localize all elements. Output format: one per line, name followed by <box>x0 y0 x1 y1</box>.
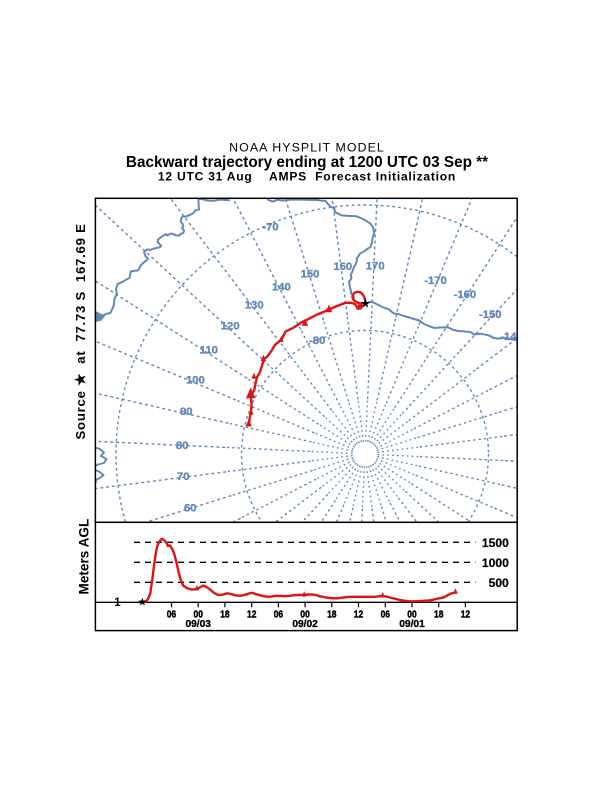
svg-text:-70: -70 <box>262 222 278 234</box>
svg-text:Backward trajectory ending at: Backward trajectory ending at 1200 UTC 0… <box>126 154 488 171</box>
svg-text:140: 140 <box>272 281 291 293</box>
svg-text:09/03: 09/03 <box>185 619 211 630</box>
svg-text:100: 100 <box>186 375 205 387</box>
svg-text:80: 80 <box>176 440 189 452</box>
svg-text:00: 00 <box>300 610 310 621</box>
svg-text:Source ★ at 77.73 S 167.69: Source ★ at 77.73 S 167.69 E <box>72 223 88 439</box>
svg-text:18: 18 <box>220 610 230 621</box>
svg-text:-150: -150 <box>479 309 502 321</box>
svg-text:120: 120 <box>221 321 240 333</box>
svg-text:00: 00 <box>194 610 204 621</box>
svg-text:1000: 1000 <box>482 556 509 570</box>
svg-text:12: 12 <box>354 610 364 621</box>
svg-text:09/01: 09/01 <box>399 619 425 630</box>
svg-text:12: 12 <box>247 610 257 621</box>
svg-text:110: 110 <box>200 345 218 357</box>
svg-text:-80: -80 <box>309 335 325 347</box>
svg-text:170: 170 <box>366 260 385 272</box>
svg-text:06: 06 <box>381 610 391 621</box>
svg-text:1: 1 <box>114 597 121 609</box>
svg-text:NOAA HYSPLIT MODEL: NOAA HYSPLIT MODEL <box>229 141 385 155</box>
svg-text:Meters AGL: Meters AGL <box>77 519 92 595</box>
svg-text:12 UTC 31 Aug AMPS Forecas: 12 UTC 31 Aug AMPS Forecast Initializati… <box>158 170 456 184</box>
svg-text:90: 90 <box>180 406 193 418</box>
svg-text:12: 12 <box>461 610 471 621</box>
svg-text:00: 00 <box>407 610 417 621</box>
svg-text:18: 18 <box>327 610 337 621</box>
svg-text:130: 130 <box>245 300 264 312</box>
svg-text:1500: 1500 <box>482 536 509 550</box>
svg-text:-140: -140 <box>500 331 523 343</box>
svg-text:150: 150 <box>301 269 320 281</box>
svg-text:18: 18 <box>434 610 444 621</box>
svg-text:500: 500 <box>489 576 509 590</box>
svg-text:06: 06 <box>274 610 284 621</box>
svg-text:09/02: 09/02 <box>292 619 318 630</box>
svg-text:70: 70 <box>177 471 190 483</box>
svg-text:160: 160 <box>333 261 352 273</box>
svg-text:06: 06 <box>167 610 177 621</box>
svg-text:-160: -160 <box>454 289 477 301</box>
svg-text:60: 60 <box>184 503 197 515</box>
svg-text:-170: -170 <box>424 275 447 287</box>
